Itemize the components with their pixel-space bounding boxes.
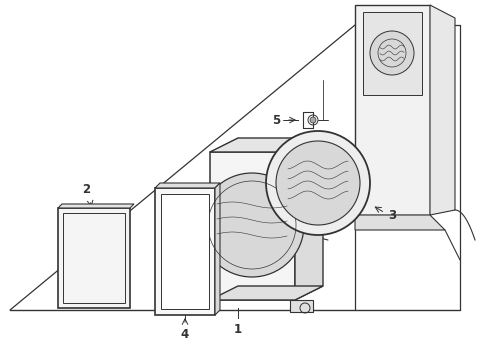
Polygon shape bbox=[155, 183, 220, 188]
Circle shape bbox=[310, 117, 316, 123]
Text: 2: 2 bbox=[82, 183, 90, 196]
Text: 1: 1 bbox=[234, 323, 242, 336]
Circle shape bbox=[200, 173, 304, 277]
Text: 5: 5 bbox=[272, 113, 280, 126]
Polygon shape bbox=[161, 194, 209, 309]
Circle shape bbox=[266, 131, 370, 235]
Polygon shape bbox=[210, 138, 323, 152]
Polygon shape bbox=[363, 12, 422, 95]
Circle shape bbox=[276, 141, 360, 225]
Polygon shape bbox=[58, 204, 134, 208]
Polygon shape bbox=[155, 188, 215, 315]
Polygon shape bbox=[290, 300, 313, 312]
Text: 4: 4 bbox=[181, 328, 189, 341]
Polygon shape bbox=[430, 5, 455, 215]
Circle shape bbox=[370, 31, 414, 75]
Polygon shape bbox=[355, 215, 445, 230]
Text: 3: 3 bbox=[388, 208, 396, 221]
Polygon shape bbox=[210, 286, 323, 300]
Polygon shape bbox=[355, 5, 430, 215]
Polygon shape bbox=[210, 152, 295, 300]
Polygon shape bbox=[58, 208, 130, 308]
Polygon shape bbox=[295, 138, 323, 300]
Polygon shape bbox=[215, 183, 220, 315]
